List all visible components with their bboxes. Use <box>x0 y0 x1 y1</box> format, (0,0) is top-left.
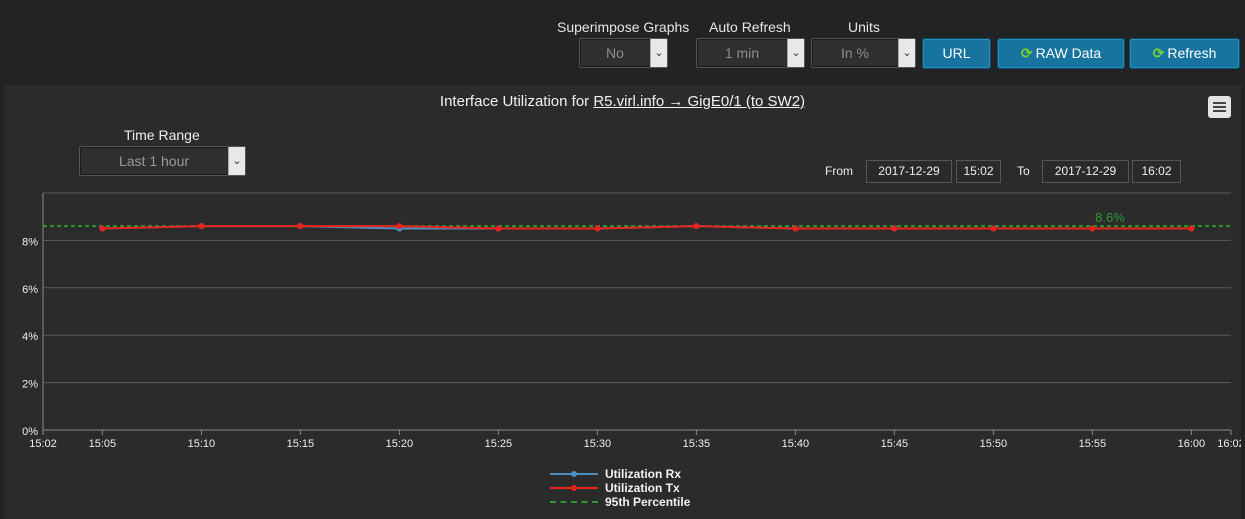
superimpose-select[interactable]: No ⌄ <box>579 38 668 68</box>
chart-series: 8.6% <box>43 210 1231 232</box>
time-range-select[interactable]: Last 1 hour ⌄ <box>79 146 246 176</box>
from-time-input[interactable]: 15:02 <box>956 160 1001 183</box>
x-tick-label: 16:02 <box>1217 438 1241 450</box>
x-tick-label: 15:30 <box>584 438 612 450</box>
from-date-input[interactable]: 2017-12-29 <box>866 160 952 183</box>
to-time-input[interactable]: 16:02 <box>1132 160 1181 183</box>
x-tick-label: 15:10 <box>188 438 216 450</box>
data-point-tx <box>1188 225 1195 232</box>
y-tick-label: 2% <box>22 379 38 391</box>
x-axis-ticks: 15:02 15:05 15:10 15:15 15:20 15:25 15:30 15:35… <box>29 430 1241 450</box>
legend-item-percentile[interactable]: 95th Percentile <box>550 495 690 509</box>
x-tick-label: 15:15 <box>287 438 315 450</box>
toolbar: Superimpose Graphs No ⌄ Auto Refresh 1 m… <box>0 0 1245 84</box>
y-tick-label: 8% <box>22 236 38 248</box>
auto-refresh-value: 1 min <box>724 45 760 61</box>
legend-tx-label: Utilization Tx <box>605 481 680 495</box>
to-label: To <box>1017 164 1030 178</box>
data-point-tx <box>99 225 106 232</box>
x-tick-label: 15:20 <box>386 438 414 450</box>
time-range-value: Last 1 hour <box>118 153 190 169</box>
x-tick-label: 15:40 <box>782 438 810 450</box>
x-tick-label: 15:05 <box>89 438 117 450</box>
time-range-label: Time Range <box>124 127 200 143</box>
x-tick-label: 15:55 <box>1079 438 1107 450</box>
x-tick-label: 15:35 <box>683 438 711 450</box>
chart-title: Interface Utilization for R5.virl.info →… <box>4 93 1241 110</box>
legend-rx-dot <box>571 471 577 477</box>
url-button[interactable]: URL <box>922 38 991 69</box>
chart-panel: Interface Utilization for R5.virl.info →… <box>4 85 1241 519</box>
units-value: In % <box>840 45 869 61</box>
raw-data-button[interactable]: ⟳ RAW Data <box>997 38 1125 69</box>
data-point-tx <box>891 225 898 232</box>
percentile-label: 8.6% <box>1095 210 1125 225</box>
legend-rx-label: Utilization Rx <box>605 467 682 481</box>
x-tick-label: 16:00 <box>1178 438 1206 450</box>
chart-title-prefix: Interface Utilization for <box>439 93 594 110</box>
chart-legend: Utilization Rx Utilization Tx 95th Perce… <box>550 467 690 509</box>
utilization-chart: 0% 2% 4% 6% 8% 15:02 15:05 15:10 15:15 15:20 15:2… <box>22 192 1241 450</box>
raw-data-label: RAW Data <box>1035 45 1102 61</box>
data-point-tx <box>495 225 502 232</box>
data-point-tx <box>792 225 799 232</box>
x-tick-label: 15:25 <box>485 438 513 450</box>
y-axis-ticks: 0% 2% 4% 6% 8% <box>22 236 38 438</box>
x-tick-label: 15:45 <box>881 438 909 450</box>
interface-link[interactable]: R5.virl.info → GigE0/1 (to SW2) <box>593 93 806 110</box>
legend-item-rx[interactable]: Utilization Rx <box>550 467 690 481</box>
chevron-down-icon: ⌄ <box>228 147 245 175</box>
x-tick-label: 15:02 <box>29 438 57 450</box>
y-tick-label: 4% <box>22 331 38 343</box>
data-point-tx <box>594 225 601 232</box>
units-select[interactable]: In % ⌄ <box>811 38 916 68</box>
legend-percentile-label: 95th Percentile <box>605 495 691 509</box>
legend-item-tx[interactable]: Utilization Tx <box>550 481 690 495</box>
data-point-tx <box>198 223 205 230</box>
series-line-tx <box>102 225 1192 230</box>
refresh-button[interactable]: ⟳ Refresh <box>1129 38 1240 69</box>
y-tick-label: 0% <box>22 426 38 438</box>
from-label: From <box>825 164 853 178</box>
chevron-down-icon: ⌄ <box>650 39 667 67</box>
refresh-icon: ⟳ <box>1020 45 1033 61</box>
data-point-tx <box>297 223 304 230</box>
refresh-icon: ⟳ <box>1152 45 1165 61</box>
chart-grid <box>42 192 1231 431</box>
data-point-tx <box>693 223 700 230</box>
auto-refresh-select[interactable]: 1 min ⌄ <box>696 38 805 68</box>
y-tick-label: 6% <box>22 284 38 296</box>
data-point-tx <box>396 223 403 230</box>
chevron-down-icon: ⌄ <box>787 39 804 67</box>
data-point-tx <box>990 225 997 232</box>
legend-percentile-swatch <box>550 501 598 503</box>
superimpose-label: Superimpose Graphs <box>557 19 690 35</box>
auto-refresh-label: Auto Refresh <box>709 19 791 35</box>
superimpose-value: No <box>606 45 624 61</box>
refresh-label: Refresh <box>1167 45 1217 61</box>
to-date-input[interactable]: 2017-12-29 <box>1042 160 1129 183</box>
legend-tx-dot <box>571 485 577 491</box>
data-point-tx <box>1089 225 1096 232</box>
x-tick-label: 15:50 <box>980 438 1008 450</box>
units-label: Units <box>848 19 880 35</box>
hamburger-menu-icon[interactable] <box>1208 96 1231 118</box>
chevron-down-icon: ⌄ <box>898 39 915 67</box>
